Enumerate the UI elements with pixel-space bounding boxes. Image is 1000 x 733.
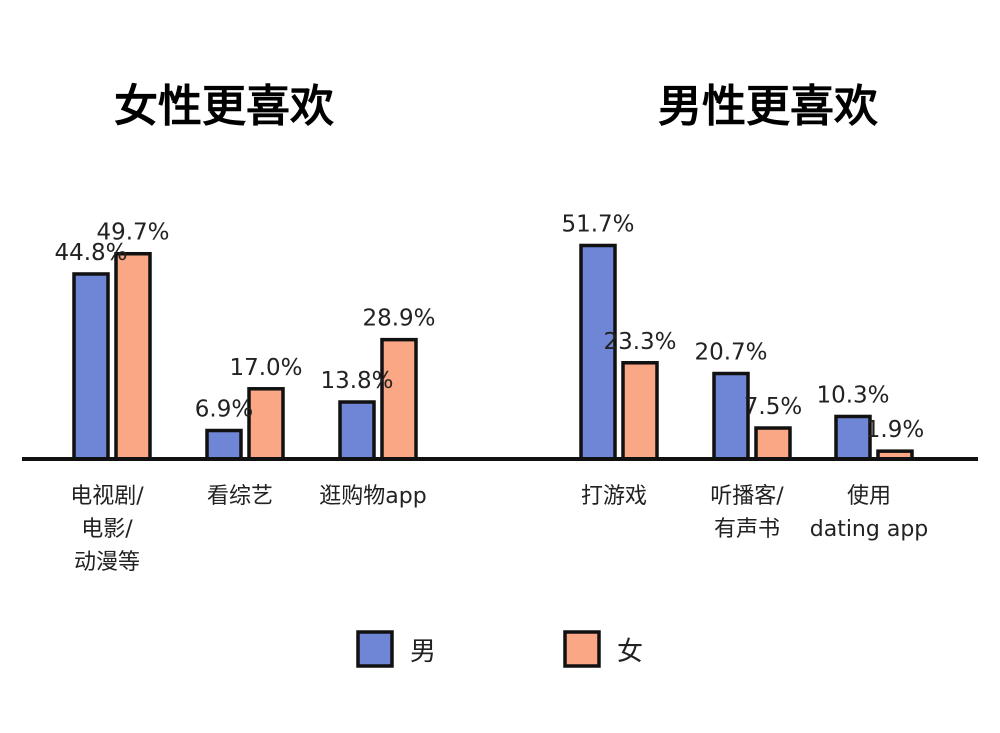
category-label-g0-c1-l0: 看综艺 <box>207 484 273 509</box>
legend-label-0: 男 <box>410 637 436 667</box>
category-label-g1-c2-l1: dating app <box>810 517 929 542</box>
value-label-g0-c1-s0: 6.9% <box>195 397 253 423</box>
category-label-g0-c0-l1: 电影/ <box>81 517 133 542</box>
bar-g0-c0-s0 <box>72 272 110 461</box>
category-label-g1-c2-l0: 使用 <box>847 484 891 509</box>
bar-g1-c1-s1 <box>754 426 792 461</box>
legend-label-1: 女 <box>617 637 643 667</box>
bar-g0-c2-s0 <box>338 400 376 461</box>
legend-swatch-1 <box>563 630 601 668</box>
value-label-g1-c2-s0: 10.3% <box>816 382 889 408</box>
value-label-g1-c1-s1: 7.5% <box>744 394 802 420</box>
value-label-g0-c0-s1: 49.7% <box>96 220 169 246</box>
bar-g1-c0-s1 <box>621 361 659 461</box>
bar-g0-c1-s1 <box>247 387 285 461</box>
value-label-g0-c2-s0: 13.8% <box>320 368 393 394</box>
value-label-g0-c0-s0: 44.8% <box>54 240 127 266</box>
value-label-g1-c2-s1: 1.9% <box>866 417 924 443</box>
bar-g0-c0-s1 <box>114 251 152 461</box>
value-label-g1-c0-s0: 51.7% <box>561 211 634 237</box>
value-label-g1-c0-s1: 23.3% <box>603 329 676 355</box>
category-label-g1-c0-l0: 打游戏 <box>581 484 647 509</box>
bar-g0-c2-s1 <box>380 337 418 461</box>
value-label-g1-c1-s0: 20.7% <box>694 340 767 366</box>
category-label-g0-c2-l0: 逛购物app <box>319 484 426 509</box>
value-label-g0-c2-s1: 28.9% <box>362 306 435 332</box>
value-label-g0-c1-s1: 17.0% <box>229 355 302 381</box>
category-label-g1-c1-l0: 听播客/ <box>710 484 784 509</box>
category-label-g1-c1-l1: 有声书 <box>714 517 780 542</box>
category-label-g0-c0-l2: 动漫等 <box>74 550 140 575</box>
group-title-1: 男性更喜欢 <box>658 81 878 132</box>
group-title-0: 女性更喜欢 <box>114 81 334 132</box>
category-label-g0-c0-l0: 电视剧/ <box>70 484 144 509</box>
bar-g0-c1-s0 <box>205 428 243 461</box>
legend-swatch-0 <box>356 630 394 668</box>
